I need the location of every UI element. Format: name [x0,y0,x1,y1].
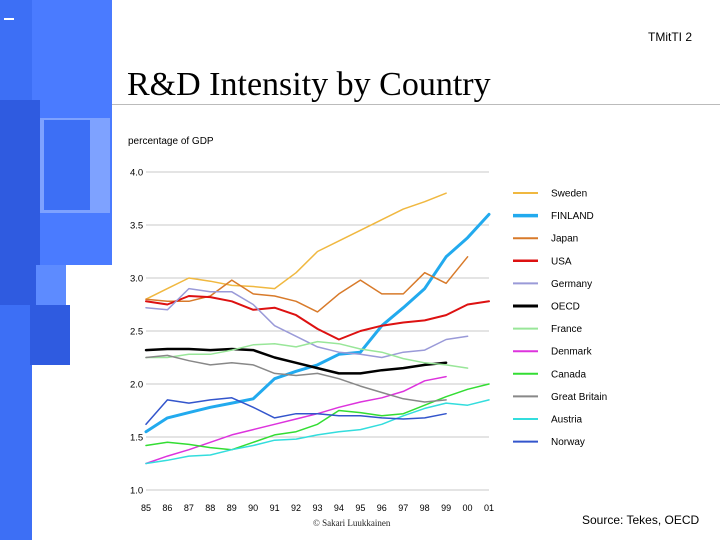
background-block-5 [30,305,70,365]
x-tick-label: 87 [184,503,194,513]
series-line-sweden [145,192,447,300]
legend-label-france: France [551,324,583,335]
x-tick-label: 89 [227,503,237,513]
series-line-usa [145,295,490,341]
series-line-japan [145,256,469,313]
series-line-norway [145,397,447,426]
axis-layer: percentage of GDP 1.0 1.5 2.0 2.5 3.0 3.5 4.0 85… [128,136,494,513]
series-line-canada [145,383,490,451]
legend-label-canada: Canada [551,369,586,380]
x-tick-label: 85 [141,503,151,513]
x-tick-label: 91 [270,503,280,513]
x-tick-label: 92 [291,503,301,513]
x-tick-label: 00 [463,503,473,513]
x-tick-label: 99 [441,503,451,513]
series-line-great-britain [145,354,447,403]
series-line-austria [145,399,490,465]
series-line-france [145,340,469,369]
legend-label-austria: Austria [551,415,583,426]
legend-label-great-britain: Great Britain [551,392,607,403]
slide-title: R&D Intensity by Country [127,66,491,103]
x-tick-label: 97 [398,503,408,513]
y-tick-label: 3.5 [130,221,143,232]
legend-label-usa: USA [551,256,572,267]
x-tick-label: 01 [484,503,494,513]
y-tick-label: 4.0 [130,168,143,179]
x-tick-label: 95 [355,503,365,513]
series-layer [144,192,491,465]
x-tick-label: 94 [334,503,344,513]
y-tick-label: 1.0 [130,486,143,497]
x-tick-label: 96 [377,503,387,513]
y-tick-label: 2.5 [130,327,143,338]
x-tick-label: 90 [248,503,258,513]
y-tick-label: 1.5 [130,433,143,444]
rd-intensity-chart: percentage of GDP 1.0 1.5 2.0 2.5 3.0 3.5 4.0 85… [128,136,607,513]
series-line-finland [144,212,491,434]
slide-number: TMitTI 2 [648,30,692,44]
background-block-3 [44,120,90,210]
series-line-denmark [145,375,447,465]
legend-label-oecd: OECD [551,302,580,313]
legend-label-germany: Germany [551,279,592,290]
legend-label-finland: FINLAND [551,211,594,222]
series-line-germany [145,287,469,359]
y-axis-label: percentage of GDP [128,136,214,147]
x-tick-label: 98 [420,503,430,513]
legend-layer: Sweden FINLAND Japan USA Germany OECD France De… [513,189,607,448]
background-block-1 [0,100,40,305]
legend-label-norway: Norway [551,437,585,448]
y-tick-label: 3.0 [130,274,143,285]
series-line-oecd [144,347,448,375]
background-top-mark [4,18,14,20]
x-tick-label: 88 [205,503,215,513]
y-tick-label: 2.0 [130,380,143,391]
legend-label-sweden: Sweden [551,189,587,200]
x-tick-label: 93 [312,503,322,513]
copyright-note: © Sakari Luukkainen [313,518,391,528]
grid-layer [146,171,489,491]
legend-label-japan: Japan [551,234,578,245]
source-note: Source: Tekes, OECD [582,513,700,527]
title-divider [112,104,720,105]
legend-label-denmark: Denmark [551,347,593,358]
x-tick-label: 86 [162,503,172,513]
